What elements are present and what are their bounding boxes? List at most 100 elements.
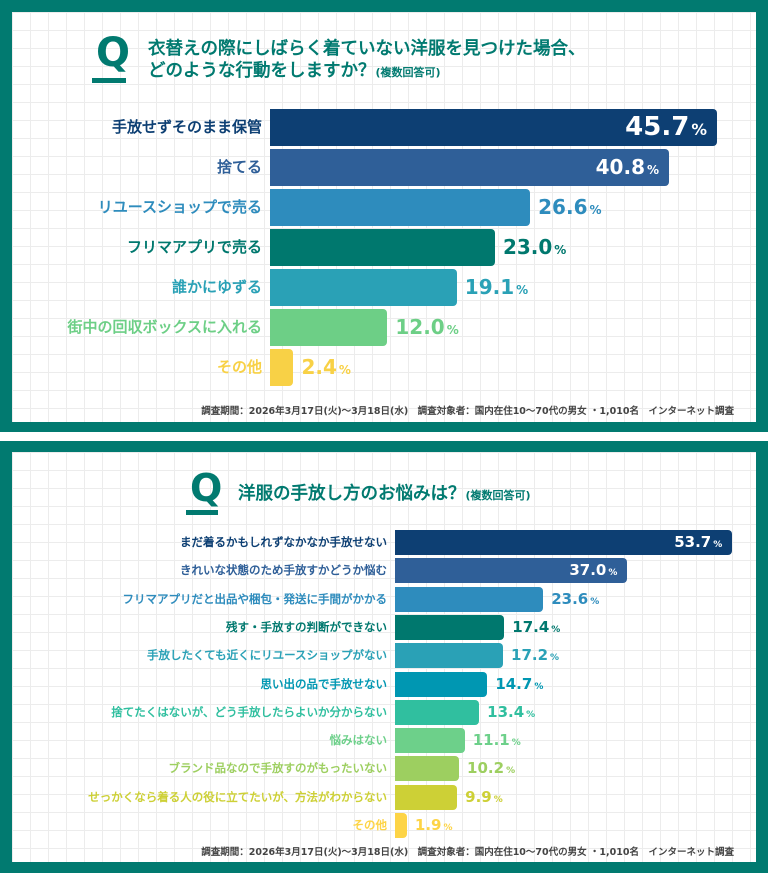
value-label: 19.1% <box>465 269 528 309</box>
chart-panel-1: Q 衣替えの際にしばらく着ていない洋服を見つけた場合、 どのような行動をしますか… <box>12 12 756 422</box>
category-label: 思い出の品で手放せない <box>260 676 388 691</box>
value-number: 9.9 <box>465 787 492 806</box>
q-underline <box>92 78 126 83</box>
category-label: リユースショップで売る <box>97 198 262 216</box>
value-number: 53.7 <box>674 533 712 551</box>
value-number: 23.6 <box>551 589 589 608</box>
q-underline <box>186 510 218 515</box>
value-label: 23.0% <box>503 229 566 269</box>
value-number: 23.0 <box>502 235 553 259</box>
value-unit: % <box>647 163 660 177</box>
value-label: 12.0% <box>395 309 458 349</box>
value-unit: % <box>608 568 618 579</box>
bar <box>270 229 495 266</box>
title-note: (複数回答可) <box>465 489 531 502</box>
value-unit: % <box>691 121 707 139</box>
title-text: 洋服の手放し方のお悩みは？ <box>238 484 466 504</box>
survey-footer: 調査期間：2026年3月17日(火)〜3月18日(水) 調査対象者：国内在住10… <box>201 847 734 858</box>
bar <box>270 149 670 186</box>
q-mark: Q <box>190 466 223 510</box>
category-label: 悩みはない <box>329 733 388 748</box>
value-label: 13.4% <box>487 700 535 728</box>
value-number: 13.4 <box>487 702 525 721</box>
bar <box>395 586 544 612</box>
value-label: 45.7% <box>625 109 707 149</box>
value-label: 11.1% <box>473 728 521 756</box>
value-label: 10.2% <box>467 756 515 784</box>
bar <box>395 614 505 640</box>
value-label: 37.0% <box>569 558 617 586</box>
value-label: 17.4% <box>512 615 560 643</box>
value-unit: % <box>493 794 503 805</box>
value-number: 17.4 <box>512 617 550 636</box>
value-label: 40.8% <box>596 149 659 189</box>
value-number: 17.2 <box>511 646 549 665</box>
title-line-2: どのような行動をしますか？ <box>148 61 376 81</box>
value-label: 9.9% <box>465 785 503 813</box>
value-unit: % <box>534 681 544 692</box>
bar <box>270 349 294 386</box>
bar <box>395 643 504 669</box>
value-number: 26.6 <box>538 195 588 219</box>
category-label: きれいな状態のため手放すかどうか悩む <box>180 563 387 578</box>
category-label: 捨てたくはないが、どう手放したらよいか分からない <box>111 704 387 719</box>
value-number: 10.2 <box>467 759 505 778</box>
value-unit: % <box>590 596 600 607</box>
survey-footer: 調査期間：2026年3月17日(火)〜3月18日(水) 調査対象者：国内在住10… <box>201 406 734 417</box>
value-label: 1.9% <box>415 813 453 841</box>
value-number: 1.9 <box>414 816 442 834</box>
value-number: 14.7 <box>495 674 533 693</box>
bar <box>395 756 460 782</box>
bar <box>395 671 488 697</box>
bar <box>395 728 465 754</box>
bar <box>395 784 458 810</box>
value-number: 37.0 <box>569 561 607 580</box>
value-label: 2.4% <box>301 349 350 389</box>
bar <box>270 269 457 306</box>
category-label: 手放したくても近くにリユースショップがない <box>146 648 387 663</box>
value-unit: % <box>446 323 459 337</box>
category-label: 誰かにゆずる <box>171 278 262 296</box>
bar <box>395 699 480 725</box>
category-label: せっかくなら着る人の役に立てたいが、方法がわからない <box>88 789 387 804</box>
value-unit: % <box>511 738 521 749</box>
value-number: 12.0 <box>395 315 445 339</box>
category-label: 残す・手放すの判断ができない <box>226 619 387 634</box>
bar <box>270 189 531 226</box>
value-unit: % <box>526 709 536 720</box>
value-number: 19.1 <box>464 275 515 299</box>
title-line-1: 衣替えの際にしばらく着ていない洋服を見つけた場合、 <box>148 39 586 59</box>
value-label: 17.2% <box>511 643 559 671</box>
chart-panel-2: Q 洋服の手放し方のお悩みは？(複数回答可) まだ着るかもしれずなかなか手放せな… <box>12 452 756 862</box>
category-label: 捨てる <box>216 158 262 176</box>
value-number: 2.4 <box>301 355 337 379</box>
title-note: (複数回答可) <box>375 66 441 79</box>
value-number: 45.7 <box>625 112 690 142</box>
value-label: 23.6% <box>551 587 599 615</box>
value-unit: % <box>338 363 351 377</box>
bar <box>395 558 628 584</box>
bar <box>395 530 733 555</box>
value-unit: % <box>443 823 453 833</box>
value-label: 14.7% <box>495 672 543 700</box>
bar <box>395 813 407 838</box>
chart-title: 洋服の手放し方のお悩みは？(複数回答可) <box>238 480 531 505</box>
q-mark: Q <box>96 30 131 76</box>
category-label: その他 <box>352 818 388 832</box>
value-unit: % <box>589 203 602 217</box>
value-unit: % <box>554 243 567 257</box>
category-label: まだ着るかもしれずなかなか手放せない <box>180 535 387 549</box>
category-label: 街中の回収ボックスに入れる <box>67 318 262 336</box>
value-number: 11.1 <box>472 731 510 750</box>
bar <box>270 109 717 146</box>
value-unit: % <box>516 283 529 297</box>
category-label: 手放せずそのまま保管 <box>111 118 262 136</box>
value-unit: % <box>506 766 516 777</box>
value-number: 40.8 <box>595 155 645 179</box>
value-unit: % <box>713 540 723 550</box>
value-unit: % <box>551 624 561 635</box>
category-label: その他 <box>216 358 262 376</box>
chart-title: 衣替えの際にしばらく着ていない洋服を見つけた場合、 どのような行動をしますか？(… <box>148 38 586 84</box>
category-label: フリマアプリだと出品や梱包・発送に手間がかかる <box>122 591 388 606</box>
value-label: 26.6% <box>538 189 601 229</box>
